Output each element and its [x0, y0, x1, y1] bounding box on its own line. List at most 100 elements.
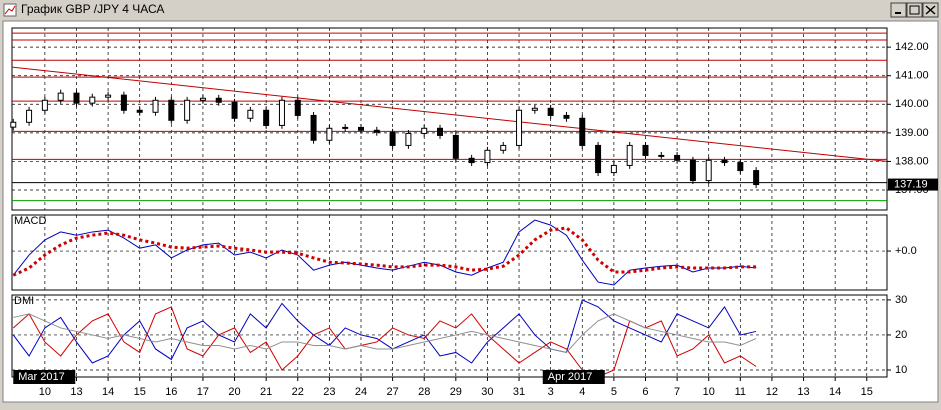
y-tick-label: 141.00	[895, 70, 929, 82]
candle-body	[437, 127, 444, 136]
price-tag-label: 137.19	[894, 178, 928, 190]
x-tick-label: 11	[735, 386, 746, 398]
candle-body	[89, 96, 96, 104]
y-tick-label: +0.0	[895, 245, 917, 257]
x-tick-label: 13	[797, 386, 809, 398]
maximize-icon	[909, 5, 920, 15]
candle-body	[563, 114, 570, 119]
x-tick-label: 22	[292, 386, 304, 398]
panel-title: DMI	[14, 295, 34, 307]
x-tick-label: 5	[611, 386, 617, 398]
panel-frame	[11, 27, 888, 211]
x-tick-label: 24	[355, 386, 367, 398]
x-tick-label: 6	[642, 386, 648, 398]
indicator-line	[12, 219, 757, 286]
candle-body	[753, 170, 760, 186]
candle-body	[357, 126, 364, 131]
candle-body	[705, 159, 712, 182]
candle-body	[737, 162, 744, 172]
candle-body	[642, 144, 649, 156]
month-label: Mar 2017	[18, 371, 64, 383]
candle-body	[57, 92, 64, 101]
x-tick-label: 13	[70, 386, 82, 398]
candle-body	[421, 127, 428, 134]
candle-body	[658, 154, 665, 157]
x-tick-label: 28	[418, 386, 430, 398]
y-tick-label: 10	[895, 364, 907, 376]
candle-body	[168, 99, 175, 121]
x-tick-label: 3	[548, 386, 554, 398]
candle-body	[500, 144, 507, 151]
candle-body	[579, 117, 586, 146]
x-tick-label: 10	[39, 386, 51, 398]
minimize-button[interactable]	[890, 2, 907, 18]
candle-body	[626, 144, 633, 166]
x-tick-label: 31	[513, 386, 525, 398]
candle-body	[10, 121, 17, 128]
candle-body	[484, 149, 491, 164]
candle-body	[41, 99, 48, 111]
price-tag	[888, 178, 938, 191]
window-buttons	[890, 2, 939, 18]
candle-body	[136, 109, 143, 113]
y-tick-label: 139.00	[895, 127, 929, 139]
x-tick-label: 23	[323, 386, 335, 398]
x-tick-label: 14	[102, 386, 114, 398]
candle-body	[26, 109, 33, 123]
month-label: Apr 2017	[548, 371, 593, 383]
y-tick-label: 140.00	[895, 98, 929, 110]
x-tick-label: 27	[386, 386, 398, 398]
x-tick-label: 20	[228, 386, 240, 398]
month-label-box	[542, 370, 605, 384]
candle-body	[278, 99, 285, 126]
close-icon	[925, 5, 936, 15]
trend-line	[11, 66, 888, 162]
candle-body	[73, 92, 80, 104]
signal-line	[12, 226, 757, 277]
y-tick-label: 142.00	[895, 41, 929, 53]
candle-body	[547, 107, 554, 116]
x-tick-label: 15	[134, 386, 146, 398]
x-tick-label: 10	[703, 386, 715, 398]
x-tick-label: 16	[165, 386, 177, 398]
candle-body	[294, 99, 301, 116]
candle-body	[610, 164, 617, 174]
candle-body	[263, 109, 270, 126]
candle-body	[342, 126, 349, 129]
candle-body	[516, 109, 523, 146]
candle-body	[105, 94, 112, 98]
candle-body	[231, 101, 238, 119]
panel-frame	[11, 214, 888, 291]
candle-body	[184, 99, 191, 121]
plot-layer: 142.00141.00140.00139.00138.00137.00137.…	[10, 27, 938, 398]
candle-body	[531, 107, 538, 111]
indicator-line	[12, 299, 757, 364]
candle-body	[120, 94, 127, 111]
candle-body	[199, 97, 206, 101]
candle-body	[689, 159, 696, 182]
candle-body	[468, 157, 475, 164]
candle-body	[389, 131, 396, 146]
candle-body	[405, 132, 412, 146]
x-tick-label: 4	[579, 386, 585, 398]
candle-body	[595, 144, 602, 174]
panel-title: MACD	[14, 215, 46, 227]
title-bar	[0, 0, 941, 20]
x-tick-label: 14	[829, 386, 841, 398]
candle-body	[152, 99, 159, 113]
candle-body	[674, 154, 681, 161]
x-tick-label: 17	[197, 386, 209, 398]
indicator-line	[13, 313, 757, 354]
x-tick-label: 29	[450, 386, 462, 398]
candle-body	[373, 129, 380, 133]
candle-body	[452, 134, 459, 159]
candle-body	[721, 159, 728, 164]
candle-body	[326, 127, 333, 141]
maximize-button[interactable]	[906, 2, 923, 18]
y-tick-label: 30	[895, 294, 907, 306]
y-tick-label: 20	[895, 329, 907, 341]
x-tick-label: 7	[674, 386, 680, 398]
candle-body	[247, 109, 254, 119]
x-tick-label: 15	[861, 386, 873, 398]
